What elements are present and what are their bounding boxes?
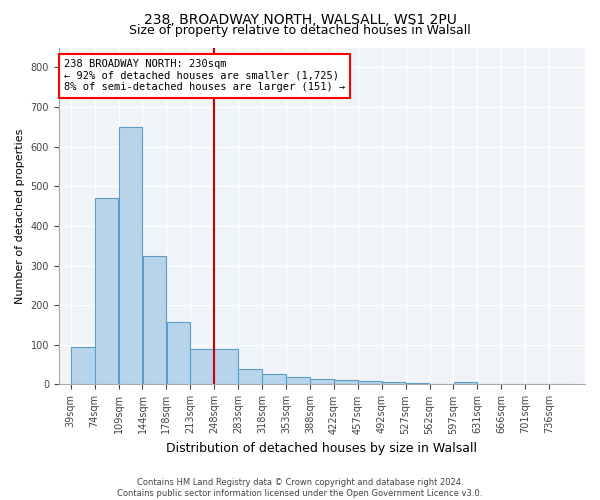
Bar — [334, 380, 358, 384]
Bar — [310, 379, 334, 384]
Bar — [286, 378, 310, 384]
Bar — [167, 322, 190, 384]
Bar — [382, 382, 406, 384]
Y-axis label: Number of detached properties: Number of detached properties — [15, 128, 25, 304]
Bar — [214, 349, 238, 384]
Text: 238 BROADWAY NORTH: 230sqm
← 92% of detached houses are smaller (1,725)
8% of se: 238 BROADWAY NORTH: 230sqm ← 92% of deta… — [64, 60, 345, 92]
Text: 238, BROADWAY NORTH, WALSALL, WS1 2PU: 238, BROADWAY NORTH, WALSALL, WS1 2PU — [143, 12, 457, 26]
Text: Size of property relative to detached houses in Walsall: Size of property relative to detached ho… — [129, 24, 471, 37]
Bar — [119, 127, 142, 384]
X-axis label: Distribution of detached houses by size in Walsall: Distribution of detached houses by size … — [166, 442, 478, 455]
Bar — [262, 374, 286, 384]
Bar — [406, 383, 430, 384]
Bar — [95, 198, 118, 384]
Bar — [190, 349, 214, 384]
Bar — [143, 256, 166, 384]
Bar — [71, 347, 95, 385]
Text: Contains HM Land Registry data © Crown copyright and database right 2024.
Contai: Contains HM Land Registry data © Crown c… — [118, 478, 482, 498]
Bar — [238, 368, 262, 384]
Bar — [454, 382, 477, 384]
Bar — [358, 381, 382, 384]
